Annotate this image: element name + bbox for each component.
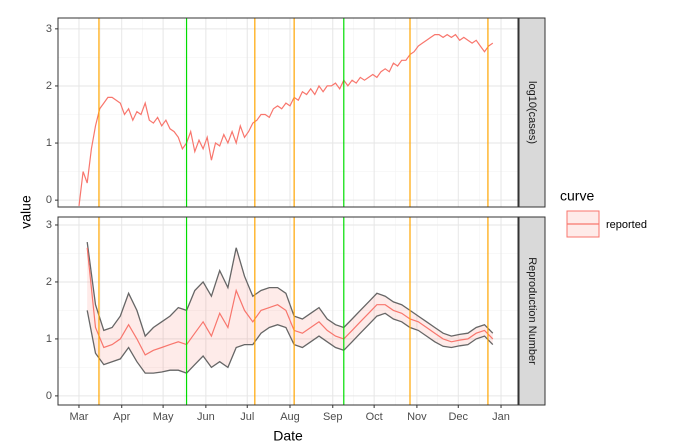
plot-area xyxy=(86,242,494,374)
y-tick-label: 1 xyxy=(46,137,52,149)
panel-background xyxy=(58,18,518,207)
y-tick-label: 0 xyxy=(46,194,52,206)
panel-border xyxy=(57,216,519,406)
legend-title: curve xyxy=(560,188,594,204)
ribbon-lower xyxy=(86,310,494,374)
line xyxy=(86,247,494,356)
y-tick-label: 3 xyxy=(46,23,52,35)
x-tick-label: Jul xyxy=(240,411,254,423)
strip-label: log10(cases) xyxy=(526,81,538,144)
x-tick-label: May xyxy=(153,411,174,423)
plot-area xyxy=(78,33,494,206)
x-tick-label: Dec xyxy=(448,411,468,423)
x-tick-label: Jun xyxy=(197,411,215,423)
y-tick-label: 2 xyxy=(46,276,52,288)
y-axis-title: value xyxy=(18,195,34,229)
x-tick-label: Sep xyxy=(323,411,343,423)
x-tick-label: Nov xyxy=(407,411,427,423)
panel-border xyxy=(57,17,519,208)
legend-label: reported xyxy=(606,219,647,231)
x-tick-label: Jan xyxy=(492,411,510,423)
strip-label: Reproduction Number xyxy=(526,257,538,365)
y-tick-label: 1 xyxy=(46,333,52,345)
x-tick-label: Apr xyxy=(113,411,130,423)
x-tick-label: Mar xyxy=(69,411,88,423)
ribbon-upper xyxy=(86,242,494,338)
strip xyxy=(518,17,546,208)
x-tick-label: Oct xyxy=(366,411,383,423)
panel-background xyxy=(58,217,518,405)
strip xyxy=(518,216,546,406)
x-tick-label: Aug xyxy=(280,411,300,423)
y-tick-label: 0 xyxy=(46,390,52,402)
y-tick-label: 3 xyxy=(46,219,52,231)
x-axis-title: Date xyxy=(273,428,303,444)
line xyxy=(78,33,494,206)
ribbon xyxy=(87,242,493,374)
y-tick-label: 2 xyxy=(46,80,52,92)
